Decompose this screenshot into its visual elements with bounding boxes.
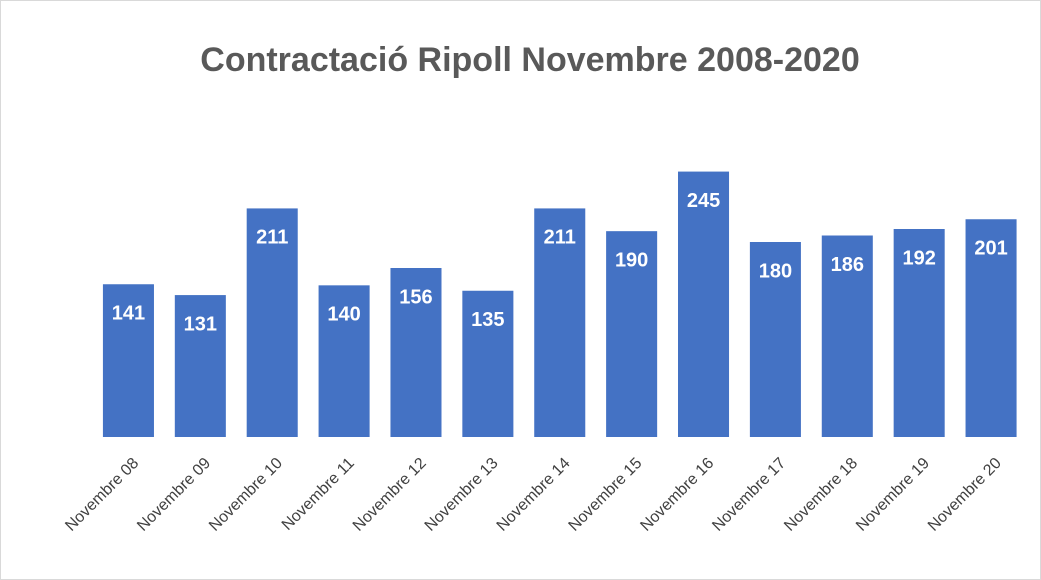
bar (821, 235, 873, 437)
bar (965, 219, 1017, 437)
value-label: 245 (687, 190, 720, 212)
value-label: 201 (974, 238, 1007, 260)
bar (246, 208, 298, 437)
value-label: 141 (112, 303, 145, 325)
bar (318, 285, 370, 437)
bar (606, 231, 658, 437)
value-label: 131 (184, 313, 217, 335)
bar (749, 242, 801, 437)
value-label: 192 (902, 247, 935, 269)
value-label: 211 (544, 227, 576, 249)
bar (678, 171, 730, 438)
value-label: 211 (256, 227, 288, 249)
bar (534, 208, 586, 437)
value-label: 140 (327, 304, 360, 326)
chart-title: Contractació Ripoll Novembre 2008-2020 (200, 41, 859, 79)
bar (462, 290, 514, 437)
bar (893, 229, 945, 437)
value-label: 156 (399, 286, 432, 308)
value-label: 180 (759, 260, 792, 282)
bar (174, 295, 226, 437)
bar (102, 284, 154, 437)
value-label: 135 (471, 309, 504, 331)
bar (390, 268, 442, 437)
value-label: 190 (615, 249, 648, 271)
value-label: 186 (831, 254, 864, 276)
